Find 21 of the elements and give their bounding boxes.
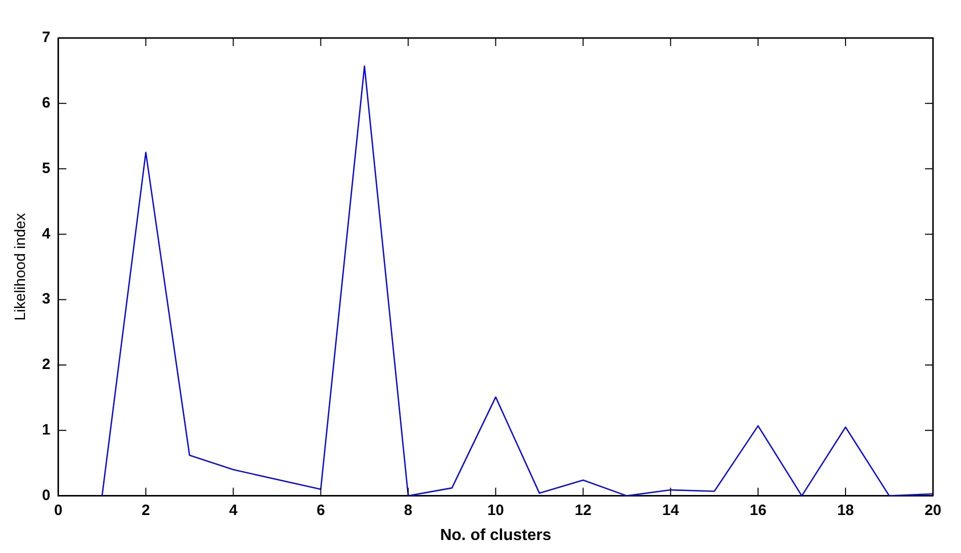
x-tick-label: 2 <box>142 502 150 519</box>
y-axis-title: Likelihood index <box>12 212 30 321</box>
y-tick-label: 2 <box>42 356 50 374</box>
y-tick-label: 7 <box>42 29 50 46</box>
x-tick-label: 18 <box>837 502 854 519</box>
y-tick-label: 0 <box>42 486 50 504</box>
y-tick-label: 5 <box>42 160 50 177</box>
x-tick-label: 0 <box>54 502 63 519</box>
x-tick-label: 8 <box>404 502 412 519</box>
x-tick-label: 4 <box>229 502 238 519</box>
x-axis-title: No. of clusters <box>440 526 552 544</box>
x-tick-label: 12 <box>574 502 592 519</box>
x-tick-label: 14 <box>662 502 680 519</box>
y-tick-label: 1 <box>42 422 50 439</box>
x-tick-label: 16 <box>750 502 766 519</box>
x-tick-label: 6 <box>316 502 325 519</box>
y-tick-label: 3 <box>42 290 50 308</box>
y-tick-label: 4 <box>42 225 51 242</box>
x-tick-label: 10 <box>487 502 504 519</box>
y-tick-label: 6 <box>42 94 50 112</box>
x-tick-label: 20 <box>924 502 942 519</box>
